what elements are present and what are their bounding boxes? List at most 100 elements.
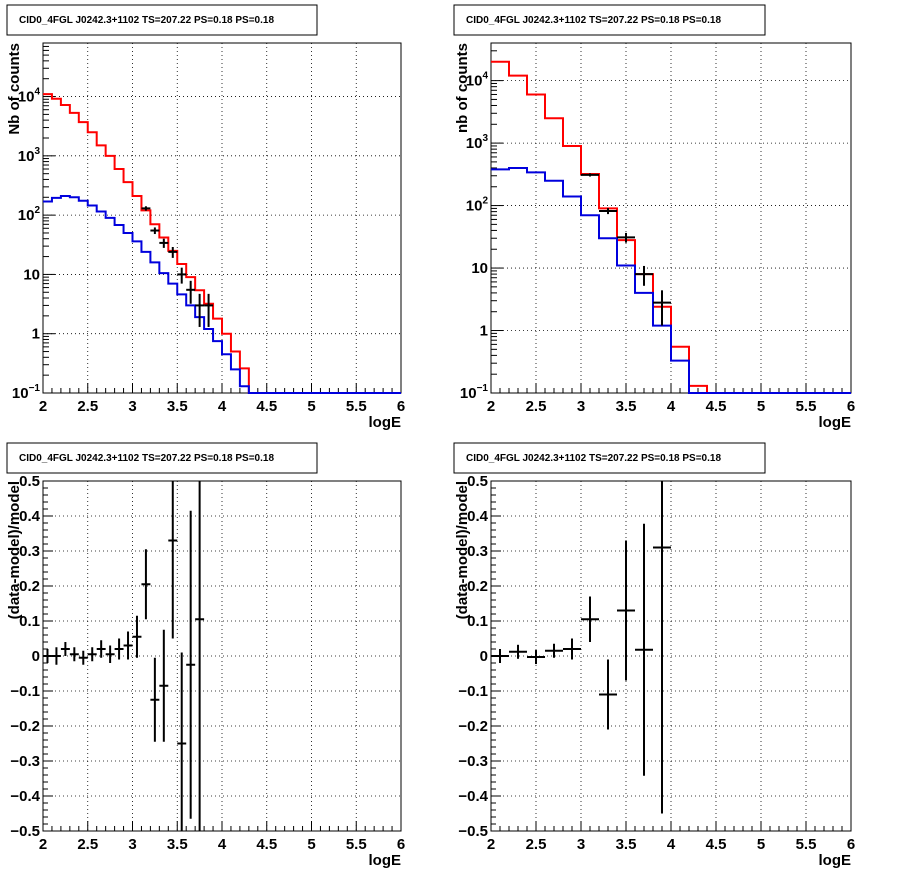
data-point xyxy=(150,657,160,742)
data-point xyxy=(60,642,70,656)
x-tick-label: 2 xyxy=(39,836,47,853)
x-tick-label: 3 xyxy=(577,398,585,415)
y-tick-label: 0.3 xyxy=(467,543,488,560)
y-tick-label: −0.3 xyxy=(458,753,488,770)
x-tick-label: 2 xyxy=(487,398,495,415)
data-point xyxy=(96,640,106,658)
data-point xyxy=(509,644,527,659)
x-tick-label: 4.5 xyxy=(706,398,727,415)
x-tick-label: 2.5 xyxy=(77,836,98,853)
data-point xyxy=(599,208,617,215)
y-tick-label: 0.2 xyxy=(19,578,40,595)
x-tick-label: 5.5 xyxy=(796,836,817,853)
x-tick-label: 4.5 xyxy=(256,836,277,853)
data-point xyxy=(51,647,61,665)
y-tick-label: 103 xyxy=(466,133,489,152)
x-tick-label: 4 xyxy=(667,398,676,415)
y-tick-label: 0.5 xyxy=(467,473,488,490)
y-tick-label: −0.4 xyxy=(10,788,40,805)
data-point xyxy=(168,247,178,258)
y-tick-label: 1 xyxy=(480,323,488,340)
y-tick-label: 10 xyxy=(471,260,488,277)
series-component xyxy=(43,195,401,394)
x-tick-label: 3.5 xyxy=(167,398,188,415)
data-point xyxy=(150,227,160,235)
y-tick-label: 0 xyxy=(32,648,40,665)
x-tick-label: 3.5 xyxy=(167,836,188,853)
chart-title: CID0_4FGL J0242.3+1102 TS=207.22 PS=0.18… xyxy=(19,15,274,26)
y-axis-label: (data-model)/model xyxy=(454,481,471,619)
data-point xyxy=(635,523,653,776)
y-tick-label: 10−1 xyxy=(460,383,489,402)
data-point xyxy=(186,280,196,304)
y-tick-label: −0.5 xyxy=(10,823,40,840)
x-tick-label: 4 xyxy=(218,398,227,415)
x-tick-label: 5 xyxy=(307,836,315,853)
data-point xyxy=(159,238,169,248)
data-point xyxy=(195,481,205,831)
title-box xyxy=(453,442,766,474)
y-axis-label: Nb of counts xyxy=(6,43,23,135)
y-tick-label: 104 xyxy=(466,71,489,90)
y-tick-label: 0 xyxy=(480,648,488,665)
data-point xyxy=(563,638,581,660)
data-point xyxy=(141,206,151,211)
data-point xyxy=(43,649,52,663)
x-tick-label: 2.5 xyxy=(526,836,547,853)
x-tick-label: 2.5 xyxy=(77,398,98,415)
data-point xyxy=(581,173,599,177)
data-point xyxy=(635,265,653,286)
x-tick-label: 4 xyxy=(667,836,676,853)
y-tick-label: 0.1 xyxy=(467,613,488,630)
data-point xyxy=(105,645,115,663)
data-point xyxy=(87,647,97,662)
y-tick-label: 0.4 xyxy=(467,508,489,525)
data-point xyxy=(491,649,509,663)
y-axis-label: (data-model)/model xyxy=(6,481,23,619)
data-point xyxy=(132,615,142,658)
x-tick-label: 6 xyxy=(397,836,405,853)
data-point xyxy=(159,629,169,742)
x-axis-label: logE xyxy=(369,852,402,869)
chart-panel-4: CID0_4FGL J0242.3+1102 TS=207.22 PS=0.18… xyxy=(453,442,855,869)
x-tick-label: 3.5 xyxy=(616,398,637,415)
series-component xyxy=(491,166,851,394)
y-axis-label: nb of counts xyxy=(454,43,471,133)
x-axis-label: logE xyxy=(819,852,852,869)
y-tick-label: −0.1 xyxy=(10,683,40,700)
x-tick-label: 5 xyxy=(757,836,765,853)
x-tick-label: 6 xyxy=(847,836,855,853)
data-point xyxy=(195,293,205,327)
data-point xyxy=(617,540,635,681)
x-tick-label: 5.5 xyxy=(796,398,817,415)
y-tick-label: 0.3 xyxy=(19,543,40,560)
y-tick-label: 103 xyxy=(18,146,41,165)
x-tick-label: 5 xyxy=(757,398,765,415)
chart-panel-2: CID0_4FGL J0242.3+1102 TS=207.22 PS=0.18… xyxy=(453,4,855,431)
chart-panel-3: CID0_4FGL J0242.3+1102 TS=207.22 PS=0.18… xyxy=(6,442,405,869)
y-tick-label: −0.2 xyxy=(10,718,40,735)
y-tick-label: 10−1 xyxy=(12,383,41,402)
x-tick-label: 3 xyxy=(128,836,136,853)
data-point xyxy=(653,481,671,814)
data-point xyxy=(581,596,599,642)
data-point xyxy=(177,267,187,284)
data-point xyxy=(141,549,151,620)
x-tick-label: 4.5 xyxy=(706,836,727,853)
data-point xyxy=(204,293,214,327)
x-tick-label: 3 xyxy=(577,836,585,853)
x-tick-label: 4 xyxy=(218,836,227,853)
x-tick-label: 2 xyxy=(487,836,495,853)
y-tick-label: 102 xyxy=(466,196,489,215)
y-tick-label: −0.3 xyxy=(10,753,40,770)
y-tick-label: −0.1 xyxy=(458,683,488,700)
data-point xyxy=(78,650,88,665)
x-tick-label: 5 xyxy=(307,398,315,415)
title-box xyxy=(453,4,766,36)
y-tick-label: 0.5 xyxy=(19,473,40,490)
title-box xyxy=(6,4,318,36)
data-point xyxy=(617,232,635,243)
x-tick-label: 6 xyxy=(847,398,855,415)
data-point xyxy=(653,290,671,326)
